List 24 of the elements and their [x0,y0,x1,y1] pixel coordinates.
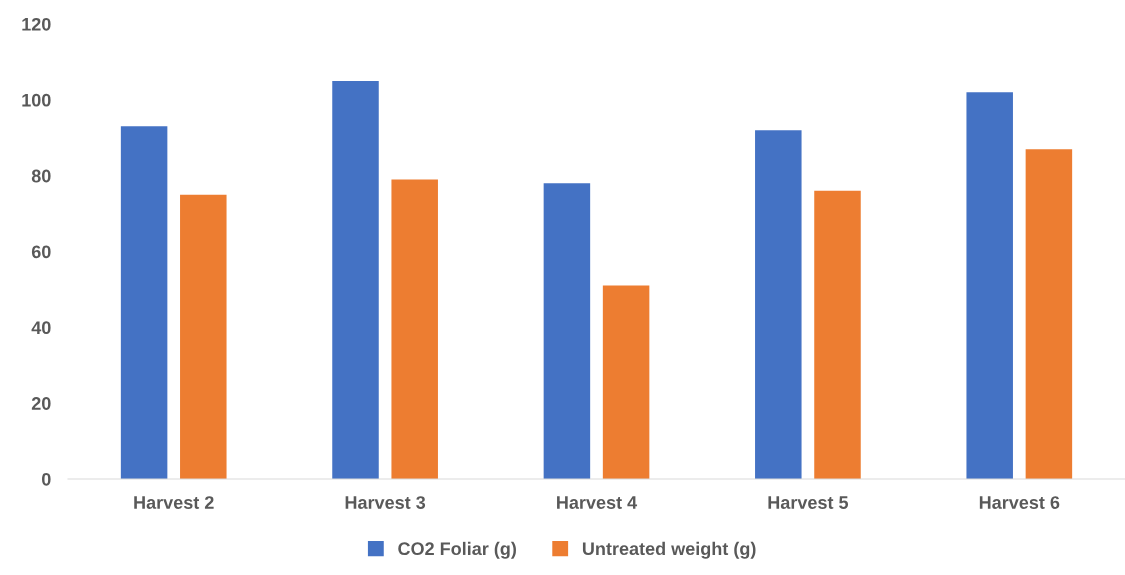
x-tick-label: Harvest 4 [557,496,638,509]
y-tick-label: 100 [22,93,51,107]
bar [180,194,227,479]
bar [391,179,438,479]
bar [543,183,591,479]
bar [755,130,802,479]
bar [332,80,379,479]
legend-label: Untreated weight (g) [582,541,756,559]
legend-label: CO2 Foliar (g) [398,541,516,559]
y-tick-label: 40 [31,321,51,335]
bar [814,190,861,479]
x-tick-label: Harvest 5 [768,496,849,509]
x-tick-label: Harvest 3 [345,496,426,509]
bar [966,92,1013,479]
bar [120,126,168,479]
x-tick-label: Harvest 2 [134,496,214,509]
x-tick-label: Harvest 6 [979,496,1060,509]
bar [602,285,650,479]
y-tick-label: 80 [31,169,51,183]
y-tick-label: 0 [42,472,51,486]
y-tick-label: 60 [31,245,51,259]
bar [1025,149,1073,479]
y-tick-label: 120 [22,17,51,31]
y-tick-label: 20 [31,397,51,410]
